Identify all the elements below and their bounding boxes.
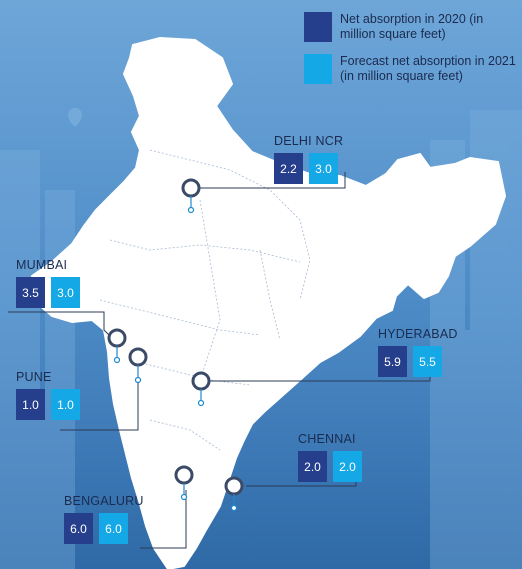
city-name: PUNE [16, 370, 52, 384]
mumbai-pin [107, 328, 127, 348]
net-2020-value: 1.0 [16, 389, 45, 420]
forecast-2021-value: 6.0 [99, 513, 128, 544]
net-2020-value: 5.9 [378, 346, 407, 377]
pune-connector [60, 360, 139, 431]
legend-label-2021: Forecast net absorption in 2021 (in mill… [340, 54, 516, 83]
hyderabad-pin [191, 371, 211, 391]
legend-swatch-2020 [304, 12, 332, 42]
city-delhi-ncr: DELHI NCR 2.2 3.0 [274, 134, 343, 184]
forecast-2021-value: 1.0 [51, 389, 80, 420]
pune-pin [128, 347, 148, 367]
legend-item-2021: Forecast net absorption in 2021 (in mill… [304, 54, 519, 84]
city-mumbai: MUMBAI 3.5 3.0 [16, 258, 80, 308]
net-2020-value: 6.0 [64, 513, 93, 544]
forecast-2021-value: 5.5 [413, 346, 442, 377]
delhi-connector [198, 172, 346, 189]
city-hyderabad: HYDERABAD 5.9 5.5 [378, 327, 458, 377]
legend: Net absorption in 2020 (in million squar… [304, 12, 519, 96]
city-name: DELHI NCR [274, 134, 344, 148]
city-name: HYDERABAD [378, 327, 458, 341]
delhi-pin [181, 178, 201, 198]
mumbai-connector [8, 311, 113, 339]
legend-swatch-2021 [304, 54, 332, 84]
net-2020-value: 3.5 [16, 277, 45, 308]
city-bengaluru: BENGALURU 6.0 6.0 [64, 494, 144, 544]
net-2020-value: 2.2 [274, 153, 303, 184]
chennai-pin [224, 476, 244, 496]
city-name: MUMBAI [16, 258, 68, 272]
india-map [30, 36, 507, 569]
legend-label-2020: Net absorption in 2020 (in million squar… [340, 12, 484, 41]
bengaluru-pin [174, 465, 194, 485]
city-chennai: CHENNAI 2.0 2.0 [298, 432, 362, 482]
city-name: CHENNAI [298, 432, 356, 446]
city-name: BENGALURU [64, 494, 144, 508]
forecast-2021-value: 3.0 [51, 277, 80, 308]
forecast-2021-value: 2.0 [333, 451, 362, 482]
forecast-2021-value: 3.0 [309, 153, 338, 184]
city-pune: PUNE 1.0 1.0 [16, 370, 80, 420]
bengaluru-connector [140, 490, 187, 549]
net-2020-value: 2.0 [298, 451, 327, 482]
legend-item-2020: Net absorption in 2020 (in million squar… [304, 12, 519, 42]
